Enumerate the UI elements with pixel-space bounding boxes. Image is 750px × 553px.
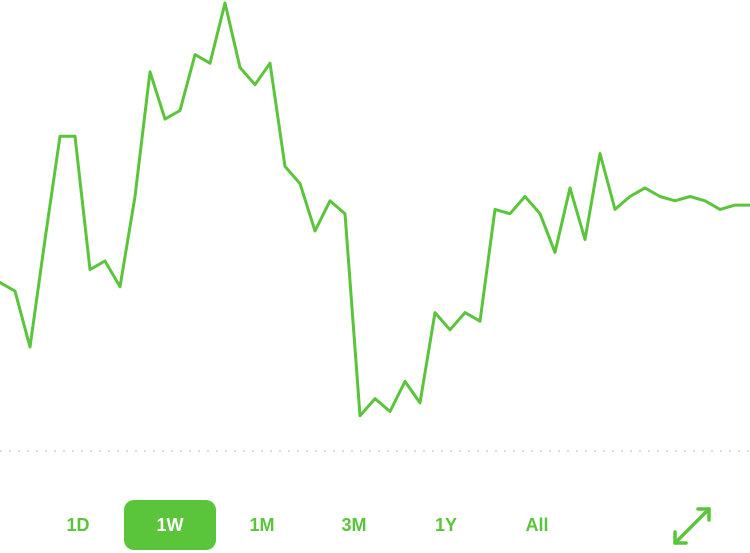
price-chart xyxy=(0,1,750,452)
range-option-all[interactable]: All xyxy=(491,500,583,550)
expand-arrows-icon xyxy=(673,507,711,545)
expand-chart-button[interactable] xyxy=(664,500,720,550)
range-option-1m[interactable]: 1M xyxy=(216,500,308,550)
range-option-3m[interactable]: 3M xyxy=(308,500,400,550)
range-option-1d[interactable]: 1D xyxy=(32,500,124,550)
range-selector: 1D 1W 1M 3M 1Y All xyxy=(0,500,750,550)
chart-price-line xyxy=(0,1,750,418)
range-option-1w[interactable]: 1W xyxy=(124,500,216,550)
range-option-1y[interactable]: 1Y xyxy=(400,500,492,550)
price-chart-svg xyxy=(0,1,750,452)
